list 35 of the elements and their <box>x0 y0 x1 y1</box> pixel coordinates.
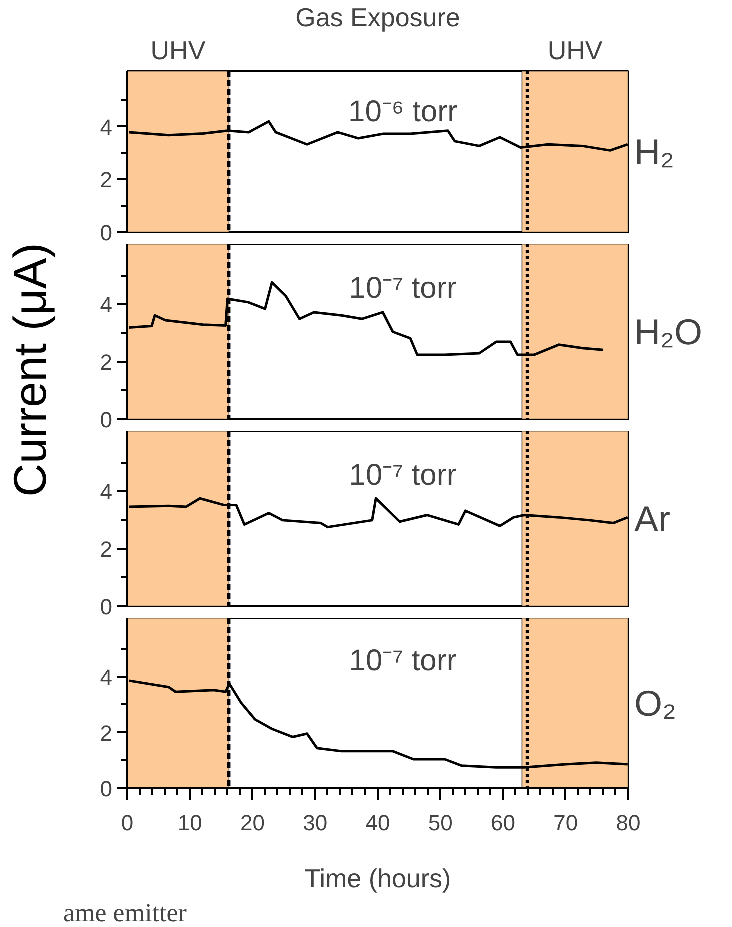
y-tick-label: 0 <box>100 408 113 432</box>
x-tick-label: 70 <box>554 810 578 836</box>
band-label: UHV <box>150 36 206 66</box>
y-tick-label: 2 <box>100 720 113 746</box>
y-tick-label: 0 <box>100 776 113 802</box>
annotation: 10⁻⁷ torr <box>349 272 457 305</box>
x-tick-label: 10 <box>178 810 202 836</box>
text: ame emitter <box>64 898 188 927</box>
x-axis-title: Time (hours) <box>304 864 452 894</box>
series-label: H₂ <box>634 132 674 172</box>
y-tick-label: 2 <box>100 350 113 376</box>
y-tick-label: 4 <box>100 292 113 318</box>
x-tick-label: 40 <box>366 810 390 836</box>
series-label: H₂O <box>634 312 702 352</box>
x-tick-label: 80 <box>616 810 641 836</box>
y-axis-title: Current (μA) <box>3 243 57 497</box>
annotation: 10⁻⁶ torr <box>348 95 458 128</box>
series-label: Ar <box>634 498 671 540</box>
y-tick-label: 0 <box>100 220 113 246</box>
x-tick-label: 0 <box>121 810 134 836</box>
x-tick-label: 20 <box>240 810 265 836</box>
y-tick-label: 2 <box>100 168 113 193</box>
x-tick-label: 60 <box>491 810 516 836</box>
x-tick-label: 50 <box>428 810 453 836</box>
y-tick-label: 4 <box>100 114 113 140</box>
x-tick-label: 30 <box>303 810 328 836</box>
annotation: 10⁻⁷ torr <box>349 458 457 492</box>
y-tick-label: 2 <box>100 537 113 562</box>
y-tick-label: 4 <box>100 480 113 505</box>
y-tick-label: 0 <box>100 594 113 620</box>
y-tick-label: 4 <box>100 665 113 690</box>
band-label: UHV <box>548 36 604 66</box>
annotation: 10⁻⁷ torr <box>349 644 457 678</box>
chart-title: Gas Exposure <box>296 2 460 32</box>
series-label: O₂ <box>634 683 676 724</box>
